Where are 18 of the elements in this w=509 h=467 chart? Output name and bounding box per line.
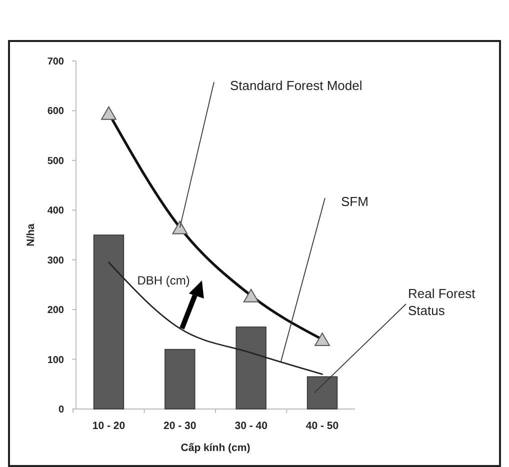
x-axis-title: Cấp kính (cm): [180, 442, 250, 454]
y-tick-label: 100: [47, 354, 64, 366]
text: Standard Forest Model: [230, 78, 362, 93]
x-tick-label: 20 - 30: [164, 420, 196, 432]
y-tick-label: 300: [47, 255, 64, 266]
y-tick-label: 0: [58, 404, 64, 416]
text: SFM: [341, 194, 368, 209]
annotation: DBH (cm): [137, 273, 190, 288]
y-tick-label: 400: [47, 206, 64, 217]
x-tick-label: 30 - 40: [234, 420, 268, 432]
y-tick-label: 700: [47, 56, 64, 68]
y-tick-label: 200: [47, 305, 64, 316]
y-tick-label: 500: [47, 156, 64, 167]
x-tick-label: 40 - 50: [306, 420, 339, 432]
y-tick-label: 600: [47, 106, 64, 118]
y-axis-title: N/ha: [25, 223, 37, 246]
text: Real Forest Status: [408, 286, 476, 318]
x-tick-label: 10 - 20: [92, 420, 126, 432]
